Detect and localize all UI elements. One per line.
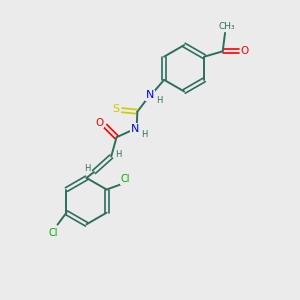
Text: H: H [157, 96, 163, 105]
Text: CH₃: CH₃ [218, 22, 235, 31]
Text: O: O [240, 46, 248, 56]
Text: H: H [142, 130, 148, 139]
Text: N: N [146, 90, 154, 100]
Text: H: H [84, 164, 91, 173]
Text: N: N [131, 124, 139, 134]
Text: S: S [112, 104, 119, 114]
Text: Cl: Cl [121, 174, 130, 184]
Text: O: O [95, 118, 103, 128]
Text: Cl: Cl [49, 228, 58, 238]
Text: H: H [116, 150, 122, 159]
